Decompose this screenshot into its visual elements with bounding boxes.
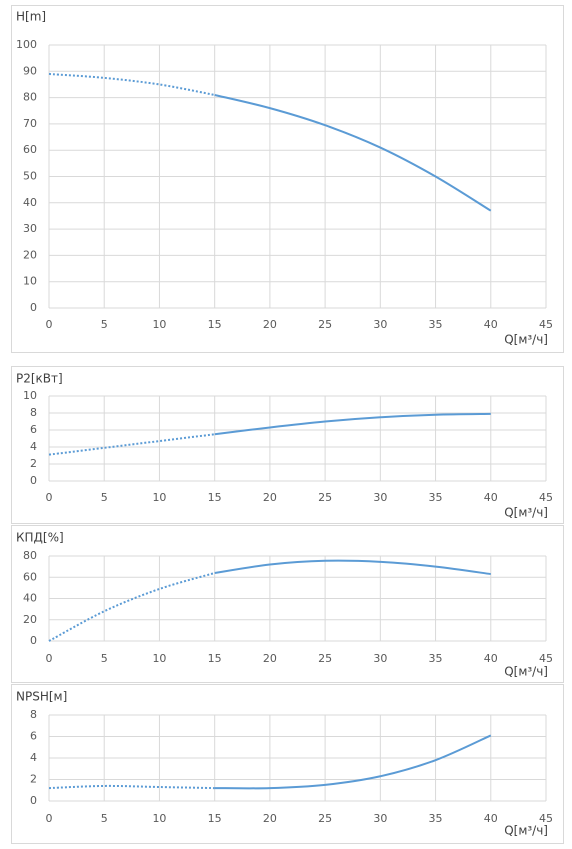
x-axis-title: Q[м³/ч] bbox=[504, 824, 548, 838]
y-tick-label: 4 bbox=[30, 751, 37, 764]
y-tick-label: 2 bbox=[30, 773, 37, 786]
x-tick-label: 20 bbox=[263, 812, 277, 825]
x-tick-label: 45 bbox=[539, 812, 553, 825]
x-tick-label: 5 bbox=[101, 318, 108, 331]
x-tick-label: 0 bbox=[46, 652, 53, 665]
y-tick-label: 10 bbox=[23, 275, 37, 288]
x-tick-label: 35 bbox=[429, 318, 443, 331]
y-tick-label: 20 bbox=[23, 248, 37, 261]
x-tick-label: 35 bbox=[429, 491, 443, 504]
chart-panel: 0 10 20 30 40 50 60 70 80 90 100 0 5 10 15 20 25 30 35 40 45… bbox=[11, 5, 564, 353]
x-tick-label: 40 bbox=[484, 652, 498, 665]
y-tick-label: 2 bbox=[30, 457, 37, 470]
line-series bbox=[48, 572, 215, 642]
y-tick-label: 40 bbox=[23, 592, 37, 605]
x-tick-label: 30 bbox=[373, 491, 387, 504]
x-axis-title: Q[м³/ч] bbox=[504, 333, 548, 347]
x-tick-label: 45 bbox=[539, 491, 553, 504]
x-tick-label: 35 bbox=[429, 652, 443, 665]
y-tick-label: 8 bbox=[30, 406, 37, 419]
panel-border bbox=[11, 684, 564, 844]
x-tick-label: 40 bbox=[484, 812, 498, 825]
y-tick-label: 70 bbox=[23, 117, 37, 130]
x-tick-label: 15 bbox=[208, 652, 222, 665]
y-tick-label: 90 bbox=[23, 64, 37, 77]
x-tick-label: 5 bbox=[101, 812, 108, 825]
x-tick-label: 30 bbox=[373, 812, 387, 825]
x-tick-label: 20 bbox=[263, 652, 277, 665]
x-tick-label: 10 bbox=[152, 652, 166, 665]
line-series bbox=[48, 72, 215, 96]
x-tick-label: 30 bbox=[373, 652, 387, 665]
y-axis-title: КПД[%] bbox=[16, 531, 64, 545]
x-tick-label: 10 bbox=[152, 491, 166, 504]
x-tick-label: 25 bbox=[318, 318, 332, 331]
chart-panel: 0 2 4 6 8 0 5 10 15 20 25 30 35 40 45 NPSH[м] Q[м³/ч] bbox=[11, 684, 564, 844]
x-tick-label: 20 bbox=[263, 491, 277, 504]
y-tick-label: 50 bbox=[23, 170, 37, 183]
y-axis-title: H[m] bbox=[16, 10, 46, 24]
y-tick-label: 40 bbox=[23, 196, 37, 209]
line-series bbox=[48, 433, 215, 456]
x-tick-label: 25 bbox=[318, 491, 332, 504]
x-tick-label: 0 bbox=[46, 812, 53, 825]
y-tick-label: 6 bbox=[30, 730, 37, 743]
x-tick-label: 15 bbox=[208, 318, 222, 331]
line-series bbox=[48, 784, 215, 790]
y-tick-label: 80 bbox=[23, 91, 37, 104]
x-tick-label: 40 bbox=[484, 318, 498, 331]
x-tick-label: 45 bbox=[539, 652, 553, 665]
x-axis-title: Q[м³/ч] bbox=[504, 506, 548, 520]
y-tick-label: 4 bbox=[30, 440, 37, 453]
y-axis-title: P2[кВт] bbox=[16, 372, 63, 386]
x-tick-label: 20 bbox=[263, 318, 277, 331]
x-tick-label: 40 bbox=[484, 491, 498, 504]
y-tick-label: 0 bbox=[30, 794, 37, 807]
x-tick-label: 45 bbox=[539, 318, 553, 331]
y-tick-label: 0 bbox=[30, 634, 37, 647]
line-series bbox=[214, 412, 491, 436]
chart-panel: 0 20 40 60 80 0 5 10 15 20 25 30 35 40 45 КПД[%] Q[м³/ч] bbox=[11, 525, 564, 683]
y-tick-label: 8 bbox=[30, 708, 37, 721]
x-tick-label: 25 bbox=[318, 812, 332, 825]
x-tick-label: 5 bbox=[101, 652, 108, 665]
x-axis-title: Q[м³/ч] bbox=[504, 665, 548, 679]
panel-border bbox=[11, 5, 564, 353]
x-tick-label: 0 bbox=[46, 491, 53, 504]
line-series bbox=[214, 734, 492, 790]
y-tick-label: 80 bbox=[23, 549, 37, 562]
chart-panel: 0 2 4 6 8 10 0 5 10 15 20 25 30 35 40 45 P2[кВт] Q[м³/ч] bbox=[11, 366, 564, 524]
line-series bbox=[214, 93, 492, 212]
y-tick-label: 6 bbox=[30, 423, 37, 436]
x-tick-label: 10 bbox=[152, 318, 166, 331]
y-axis-title: NPSH[м] bbox=[16, 690, 67, 704]
x-tick-label: 10 bbox=[152, 812, 166, 825]
x-tick-label: 35 bbox=[429, 812, 443, 825]
y-tick-label: 60 bbox=[23, 570, 37, 583]
y-tick-label: 60 bbox=[23, 143, 37, 156]
panel-border bbox=[11, 366, 564, 524]
x-tick-label: 30 bbox=[373, 318, 387, 331]
y-tick-label: 20 bbox=[23, 613, 37, 626]
x-tick-label: 25 bbox=[318, 652, 332, 665]
x-tick-label: 15 bbox=[208, 491, 222, 504]
x-tick-label: 0 bbox=[46, 318, 53, 331]
y-tick-label: 30 bbox=[23, 222, 37, 235]
panel-border bbox=[11, 525, 564, 683]
x-tick-label: 15 bbox=[208, 812, 222, 825]
line-series bbox=[214, 559, 491, 576]
y-tick-label: 0 bbox=[30, 301, 37, 314]
y-tick-label: 0 bbox=[30, 474, 37, 487]
y-tick-label: 10 bbox=[23, 389, 37, 402]
y-tick-label: 100 bbox=[16, 38, 37, 51]
x-tick-label: 5 bbox=[101, 491, 108, 504]
